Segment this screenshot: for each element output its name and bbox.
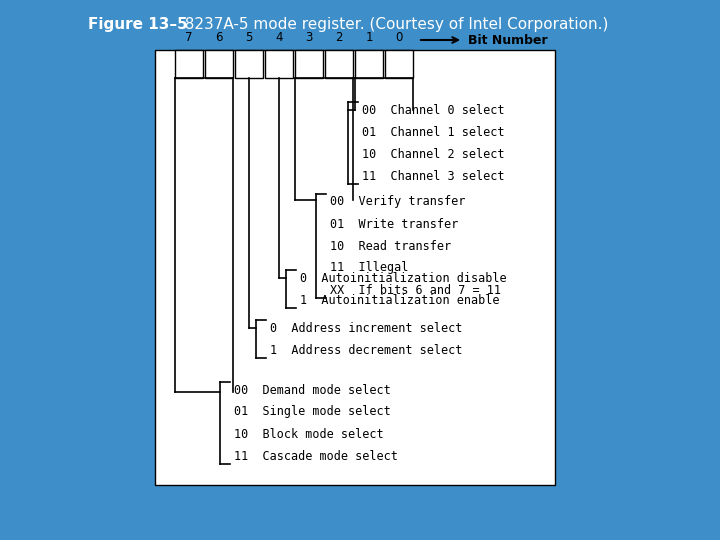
Bar: [385, 50, 413, 78]
Bar: [265, 50, 293, 78]
Text: 0  Address increment select: 0 Address increment select: [270, 321, 462, 334]
Bar: [235, 50, 263, 78]
Bar: [175, 50, 203, 78]
Text: 5: 5: [246, 31, 253, 44]
Bar: [325, 50, 353, 78]
Text: 6: 6: [215, 31, 222, 44]
Text: 01  Write transfer: 01 Write transfer: [330, 218, 458, 231]
Text: 01  Channel 1 select: 01 Channel 1 select: [362, 125, 505, 138]
Text: 3: 3: [305, 31, 312, 44]
Text: 0: 0: [395, 31, 402, 44]
Bar: [295, 50, 323, 78]
Text: 11  Illegal: 11 Illegal: [330, 261, 408, 274]
Text: 4: 4: [275, 31, 283, 44]
Text: 1  Autoinitialization enable: 1 Autoinitialization enable: [300, 294, 500, 307]
Text: 1  Address decrement select: 1 Address decrement select: [270, 343, 462, 356]
Text: 01  Single mode select: 01 Single mode select: [234, 406, 391, 419]
Bar: [355, 50, 383, 78]
Bar: [155, 50, 555, 485]
Text: 8237A-5 mode register. (Courtesy of Intel Corporation.): 8237A-5 mode register. (Courtesy of Inte…: [175, 17, 608, 32]
Text: 00  Verify transfer: 00 Verify transfer: [330, 195, 465, 208]
Text: 00  Channel 0 select: 00 Channel 0 select: [362, 104, 505, 117]
Bar: [205, 50, 233, 78]
Text: XX  If bits 6 and 7 = 11: XX If bits 6 and 7 = 11: [330, 284, 501, 296]
Text: 10  Block mode select: 10 Block mode select: [234, 428, 384, 441]
Text: 10  Read transfer: 10 Read transfer: [330, 240, 451, 253]
Text: 11  Cascade mode select: 11 Cascade mode select: [234, 449, 398, 462]
Text: 7: 7: [185, 31, 193, 44]
Text: Bit Number: Bit Number: [468, 33, 548, 46]
Text: 11  Channel 3 select: 11 Channel 3 select: [362, 170, 505, 183]
Text: 10  Channel 2 select: 10 Channel 2 select: [362, 147, 505, 160]
Text: Figure 13–5: Figure 13–5: [88, 17, 188, 32]
Text: 2: 2: [336, 31, 343, 44]
Text: 00  Demand mode select: 00 Demand mode select: [234, 383, 391, 396]
Text: 0  Autoinitialization disable: 0 Autoinitialization disable: [300, 272, 507, 285]
Text: 1: 1: [365, 31, 373, 44]
